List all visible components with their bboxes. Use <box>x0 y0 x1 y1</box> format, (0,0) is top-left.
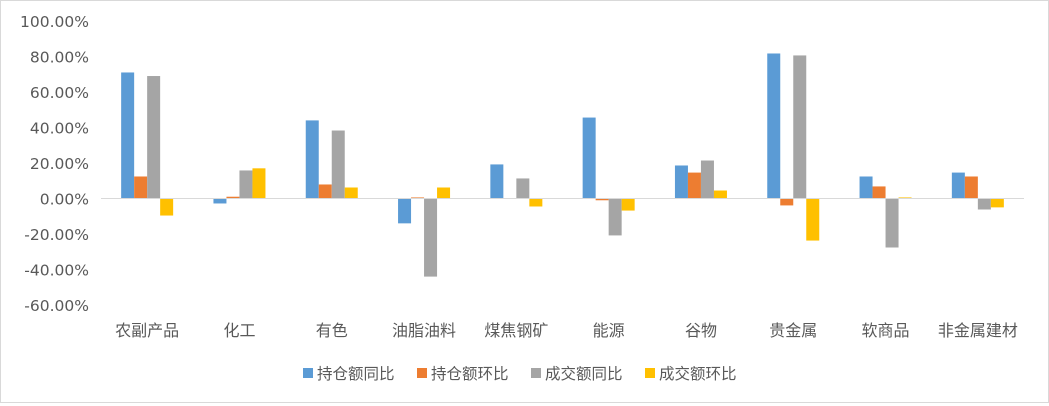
x-tick-label: 油脂油料 <box>392 321 456 340</box>
bar-成交额环比-煤焦钢矿 <box>529 198 543 207</box>
bar-成交额同比-谷物 <box>700 160 714 199</box>
bar-持仓额环比-油脂油料 <box>411 197 425 199</box>
bar-成交额同比-有色 <box>331 130 345 199</box>
x-tick-label: 软商品 <box>862 321 910 340</box>
bar-持仓额同比-煤焦钢矿 <box>490 164 504 199</box>
x-tick-label: 谷物 <box>685 321 717 340</box>
bar-持仓额环比-化工 <box>226 196 240 199</box>
bar-成交额同比-贵金属 <box>793 55 807 199</box>
bar-成交额同比-能源 <box>608 198 622 236</box>
bar-持仓额环比-软商品 <box>872 186 886 199</box>
y-tick-label: 60.00% <box>30 84 89 102</box>
bar-成交额同比-软商品 <box>885 198 899 248</box>
x-tick-label: 农副产品 <box>115 321 179 340</box>
y-tick-label: 20.00% <box>30 155 89 173</box>
legend-swatch <box>303 368 313 378</box>
legend-swatch <box>645 368 655 378</box>
x-tick-label: 化工 <box>223 321 255 340</box>
bar-成交额同比-化工 <box>239 170 253 199</box>
bar-成交额同比-农副产品 <box>147 76 161 199</box>
bar-成交额环比-非金属建材 <box>990 198 1004 208</box>
bar-成交额环比-谷物 <box>713 190 727 199</box>
x-axis: 农副产品 化工 有色 油脂油料 煤焦钢矿 能源 谷物 贵金属 软商品 非金属建材 <box>115 321 1018 340</box>
x-tick-label: 能源 <box>593 321 625 340</box>
bar-成交额环比-贵金属 <box>806 198 820 241</box>
bar-成交额环比-软商品 <box>898 197 912 199</box>
bar-成交额环比-有色 <box>344 187 358 199</box>
x-tick-label: 贵金属 <box>769 321 817 340</box>
legend-swatch <box>531 368 541 378</box>
bar-成交额同比-煤焦钢矿 <box>516 178 530 199</box>
bar-持仓额环比-谷物 <box>687 172 701 199</box>
x-tick-label: 有色 <box>316 321 348 340</box>
y-tick-label: 100.00% <box>20 13 89 31</box>
bar-持仓额同比-谷物 <box>674 165 688 199</box>
bar-持仓额环比-贵金属 <box>780 198 794 206</box>
bar-持仓额同比-非金属建材 <box>951 172 965 199</box>
bar-成交额同比-非金属建材 <box>977 198 991 210</box>
bar-持仓额环比-非金属建材 <box>964 176 978 199</box>
y-axis: 100.00% 80.00% 60.00% 40.00% 20.00% 0.00% -20.… <box>20 13 89 315</box>
bar-持仓额同比-贵金属 <box>767 53 781 199</box>
y-tick-label: 0.00% <box>40 191 89 209</box>
bar-成交额环比-能源 <box>621 198 635 211</box>
bar-持仓额同比-化工 <box>213 198 227 204</box>
y-tick-label: 80.00% <box>30 49 89 67</box>
legend: 持仓额同比 持仓额环比 成交额同比 成交额环比 <box>303 365 737 383</box>
bar-持仓额同比-农副产品 <box>121 72 135 199</box>
bar-持仓额环比-有色 <box>318 184 332 199</box>
legend-label: 成交额环比 <box>659 365 737 383</box>
bar-成交额环比-化工 <box>252 168 266 199</box>
bar-持仓额环比-能源 <box>595 198 609 201</box>
legend-label: 持仓额同比 <box>317 365 395 383</box>
bar-持仓额环比-农副产品 <box>134 176 148 199</box>
legend-swatch <box>417 368 427 378</box>
legend-label: 持仓额环比 <box>431 365 509 383</box>
y-tick-label: 40.00% <box>30 120 89 138</box>
legend-label: 成交额同比 <box>545 365 623 383</box>
y-tick-label: -60.00% <box>24 297 89 315</box>
x-tick-label: 煤焦钢矿 <box>484 321 548 340</box>
bar-成交额同比-油脂油料 <box>424 198 438 277</box>
bar-持仓额同比-软商品 <box>859 176 873 199</box>
bars <box>121 53 1004 277</box>
x-tick-label: 非金属建材 <box>938 321 1018 340</box>
bar-成交额环比-农副产品 <box>160 198 174 216</box>
bar-持仓额同比-有色 <box>305 120 319 199</box>
bar-持仓额同比-能源 <box>582 117 596 199</box>
bar-成交额环比-油脂油料 <box>437 187 451 199</box>
bar-持仓额同比-油脂油料 <box>398 198 412 224</box>
y-tick-label: -40.00% <box>24 262 89 280</box>
y-tick-label: -20.00% <box>24 226 89 244</box>
